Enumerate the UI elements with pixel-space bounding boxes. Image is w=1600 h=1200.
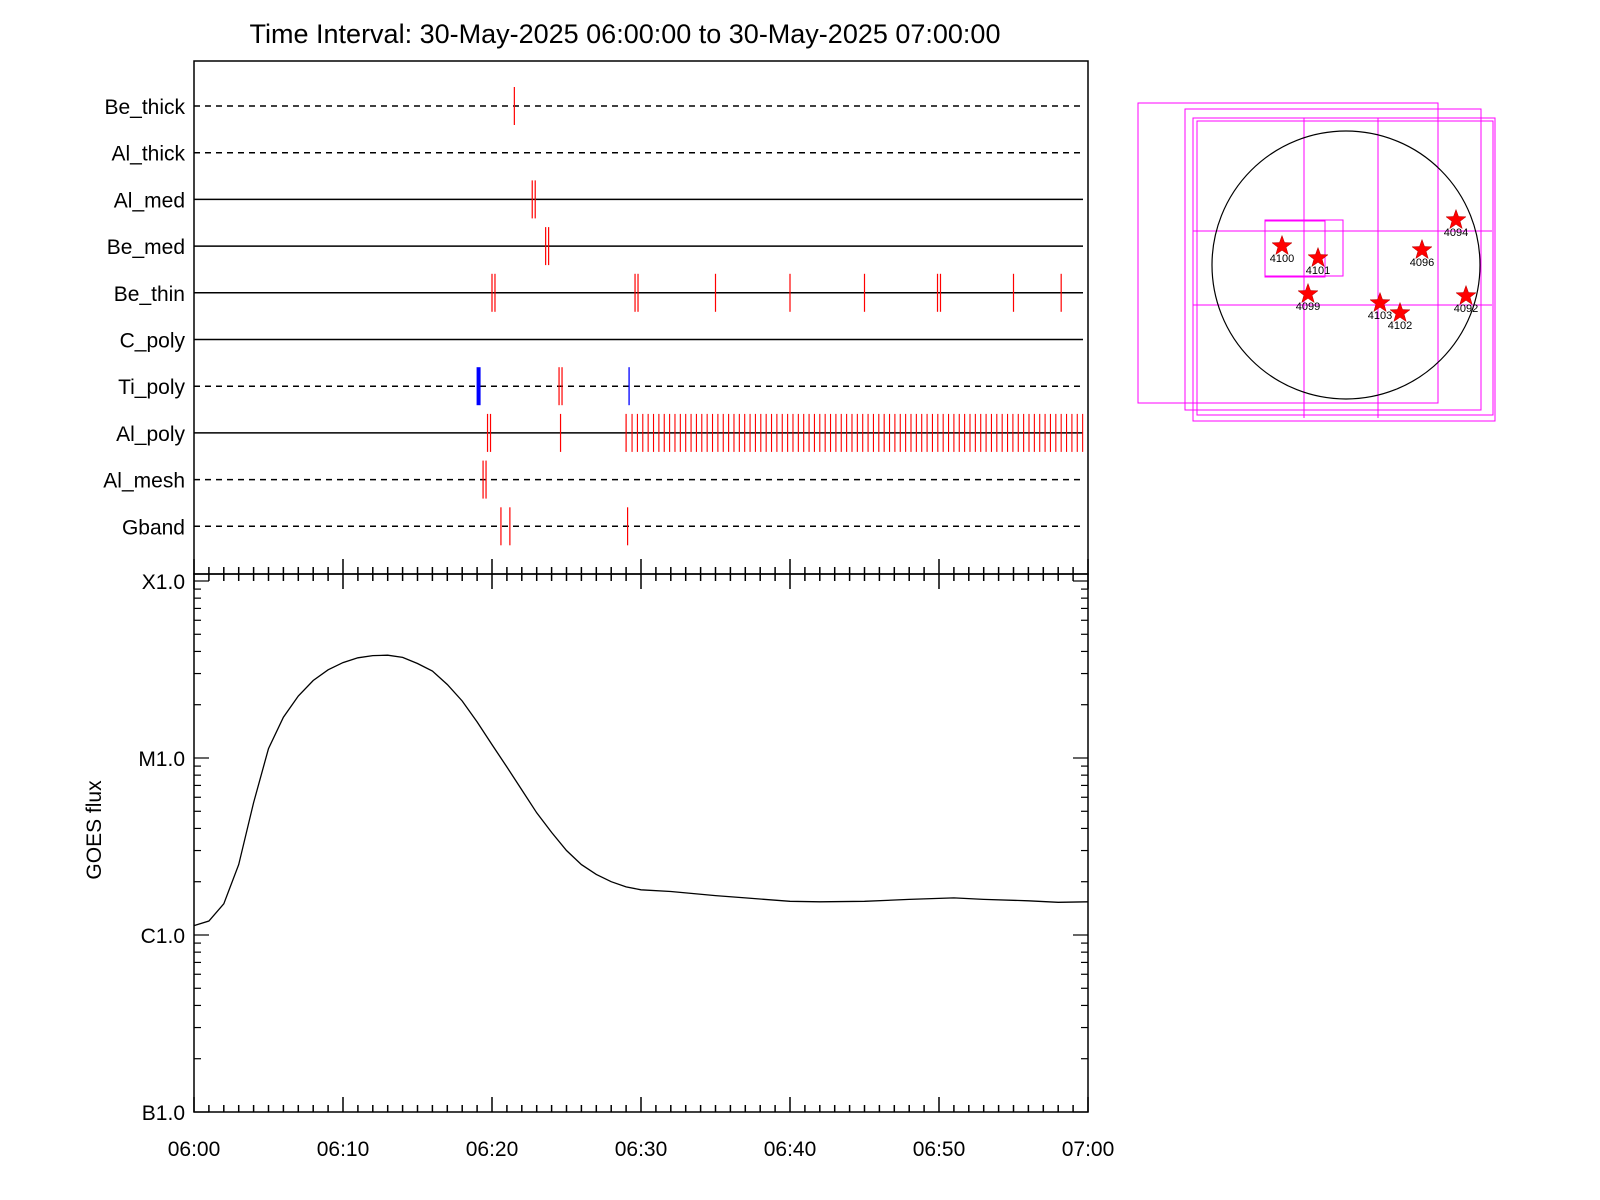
channel-label: Gband xyxy=(122,516,185,539)
active-region-label: 4092 xyxy=(1454,303,1478,315)
timeline-panel: Be_thick Al_thick Al_med Be_med Be_thin C_pol… xyxy=(103,60,1089,575)
active-region-label: 4099 xyxy=(1296,301,1320,313)
active-region-label: 4103 xyxy=(1368,310,1392,322)
fov-box xyxy=(1196,120,1494,416)
x-tick-label: 06:00 xyxy=(168,1138,221,1161)
active-region-star xyxy=(1389,301,1411,323)
active-region-star xyxy=(1455,284,1477,306)
x-tick-label: 06:30 xyxy=(615,1138,668,1161)
active-region-star xyxy=(1369,291,1391,313)
channel-label: Be_thin xyxy=(114,283,185,306)
goes-flux-panel: GOES flux 06:00 06:10 06:20 06:30 06:40 06:50… xyxy=(83,559,1114,1161)
fov-box xyxy=(1192,117,1496,422)
y-tick-label: X1.0 xyxy=(142,571,185,594)
y-tick-label: B1.0 xyxy=(142,1102,185,1125)
channel-label: Al_med xyxy=(114,189,185,212)
x-tick-label: 06:10 xyxy=(317,1138,370,1161)
channel-label: Al_mesh xyxy=(103,470,185,493)
active-region-label: 4101 xyxy=(1306,265,1330,277)
fov-box xyxy=(1137,102,1439,404)
x-tick-label: 06:20 xyxy=(466,1138,519,1161)
fov-box xyxy=(1184,108,1482,411)
goes-flux-y-label: GOES flux xyxy=(83,780,106,880)
active-region-label: 4102 xyxy=(1388,320,1412,332)
channel-label: C_poly xyxy=(120,330,186,353)
y-tick-label: C1.0 xyxy=(141,925,185,948)
solar-limb xyxy=(1211,130,1481,400)
active-region-star xyxy=(1445,208,1467,230)
goes-flux-curve xyxy=(193,654,1089,927)
channel-label: Al_thick xyxy=(111,143,185,166)
active-region-star xyxy=(1271,234,1293,256)
active-region-star xyxy=(1307,246,1329,268)
timeline-frame xyxy=(193,60,1089,575)
chart-title: Time Interval: 30-May-2025 06:00:00 to 3… xyxy=(250,19,1001,49)
channel-label: Be_thick xyxy=(104,96,185,119)
active-region-star xyxy=(1297,282,1319,304)
active-region-star xyxy=(1411,238,1433,260)
x-tick-label: 06:40 xyxy=(764,1138,817,1161)
active-region-label: 4094 xyxy=(1444,227,1468,239)
active-region-label: 4100 xyxy=(1270,253,1294,265)
channel-label: Al_poly xyxy=(116,423,185,446)
fov-box xyxy=(1264,220,1326,278)
x-tick-label: 06:50 xyxy=(913,1138,966,1161)
goes-plot-frame xyxy=(193,573,1089,1113)
channel-label: Ti_poly xyxy=(118,376,185,399)
x-tick-label: 07:00 xyxy=(1062,1138,1115,1161)
channel-label: Be_med xyxy=(107,236,185,259)
y-tick-label: M1.0 xyxy=(138,748,185,771)
active-region-label: 4096 xyxy=(1410,257,1434,269)
